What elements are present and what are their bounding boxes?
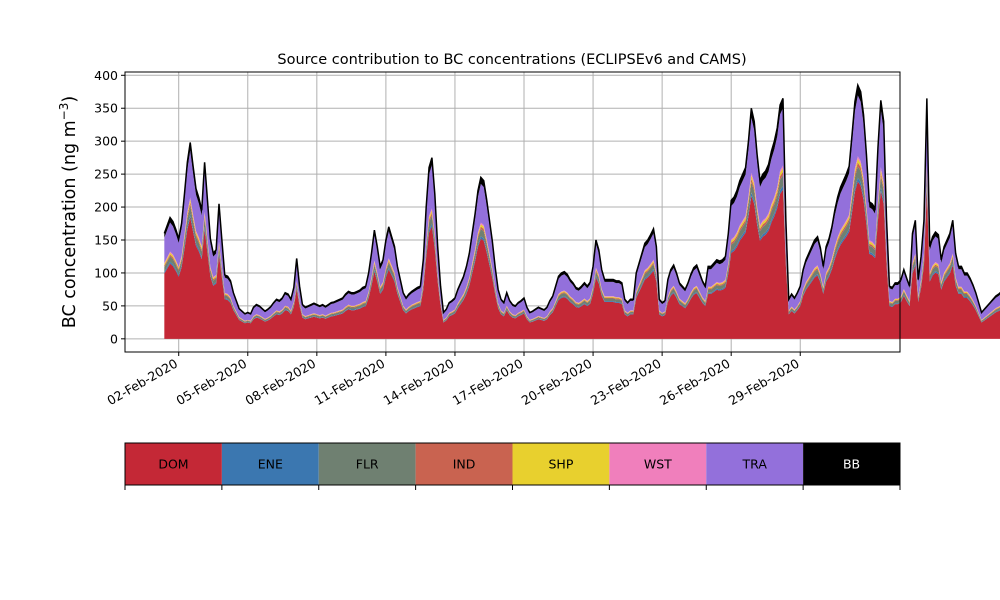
legend-frame (124, 442, 901, 486)
legend-colorbar: DOM ENE FLR IND SHP WST TRA BB (124, 442, 901, 490)
legend-swatch-bb (803, 443, 900, 485)
legend-label-ind: IND (453, 457, 476, 472)
legend-label-bb: BB (843, 457, 860, 472)
area-dom (164, 181, 1000, 339)
y-axis-label-superscript: −3 (57, 103, 71, 121)
y-axis-label: BC concentration (ng m−3) (57, 96, 80, 328)
y-tick-label: 350 (94, 101, 118, 116)
stacked-areas (163, 82, 1000, 339)
y-tick-label: 0 (110, 331, 118, 346)
legend-swatch-wst (609, 443, 707, 485)
legend-swatch-dom (125, 443, 222, 485)
legend-label-dom: DOM (158, 457, 188, 472)
area-tra (164, 95, 1000, 321)
legend-swatch-flr (318, 443, 416, 485)
y-tick-label: 400 (94, 68, 118, 83)
total-outline-line (163, 82, 1000, 315)
y-tick-label: 200 (94, 200, 118, 215)
y-tick-label: 100 (94, 265, 118, 280)
plot-frame (124, 71, 901, 353)
legend-swatch-ind (415, 443, 513, 485)
legend-label-wst: WST (644, 457, 672, 472)
y-tick-label: 150 (94, 233, 118, 248)
y-tick-label: 300 (94, 134, 118, 149)
legend-swatch-tra (706, 443, 804, 485)
legend-swatch-ene (221, 443, 319, 485)
y-tick-label: 50 (102, 298, 118, 313)
legend-label-ene: ENE (258, 457, 283, 472)
legend-label-shp: SHP (549, 457, 574, 472)
legend-label-flr: FLR (356, 457, 379, 472)
y-tick-label: 250 (94, 167, 118, 182)
chart-title: Source contribution to BC concentrations… (277, 52, 746, 68)
y-axis-label-close: ) (60, 96, 80, 103)
y-axis-ticks: 0 50 100 150 200 250 300 350 400 (94, 68, 125, 346)
legend-swatch-shp (512, 443, 610, 485)
legend-label-tra: TRA (742, 457, 768, 472)
